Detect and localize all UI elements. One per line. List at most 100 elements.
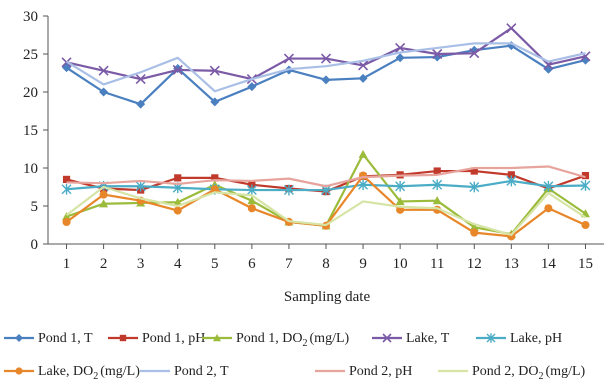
data-point	[580, 180, 591, 191]
series-7	[66, 165, 586, 188]
data-point	[432, 48, 443, 60]
y-tick-label: 5	[31, 199, 39, 215]
x-tick-label: 4	[174, 256, 182, 272]
series-line	[65, 185, 587, 236]
x-tick-label: 7	[285, 256, 293, 272]
data-point	[469, 222, 479, 231]
legend-label: Pond 1, pH	[142, 331, 205, 346]
x-tick-label: 5	[211, 256, 219, 272]
data-point	[543, 180, 554, 192]
series-4	[61, 175, 591, 196]
legend-item: Pond 2, T	[140, 364, 229, 379]
data-point	[395, 53, 405, 63]
legend-item: Pond 2, pH	[315, 364, 412, 379]
series-3	[61, 23, 591, 85]
data-point	[469, 48, 480, 59]
data-point	[395, 180, 406, 192]
x-tick-label: 2	[100, 256, 108, 272]
data-point	[358, 149, 368, 158]
data-point	[173, 197, 183, 206]
series-line	[65, 42, 586, 93]
data-point	[119, 334, 127, 342]
data-point	[581, 172, 590, 180]
data-point	[210, 185, 219, 194]
legend-label: Pond 2, T	[174, 364, 229, 379]
y-tick-label: 10	[23, 161, 38, 177]
y-tick-label: 0	[31, 237, 39, 253]
legend-item: Lake, DO2 (mg/L)	[4, 364, 140, 382]
data-point	[210, 97, 220, 107]
series-8	[65, 185, 587, 236]
data-point	[135, 74, 146, 85]
data-point	[247, 204, 256, 213]
legend-item: Pond 1, T	[4, 331, 93, 346]
data-point	[544, 204, 553, 213]
data-point	[432, 179, 443, 191]
data-point	[211, 174, 219, 182]
data-point	[99, 199, 109, 208]
data-point	[172, 64, 183, 76]
x-tick-label: 15	[578, 256, 593, 272]
y-tick-label: 15	[23, 123, 38, 139]
data-point	[99, 87, 109, 97]
y-tick-label: 30	[23, 9, 38, 25]
legend-item: Pond 1, pH	[108, 331, 205, 346]
data-point	[135, 180, 146, 192]
data-point	[15, 367, 23, 375]
data-point	[432, 196, 442, 205]
data-point	[358, 60, 369, 71]
data-point	[173, 206, 182, 215]
data-point	[433, 167, 441, 175]
x-tick-label: 6	[248, 256, 256, 272]
x-tick-label: 10	[393, 256, 408, 272]
legend-item: Lake, T	[372, 331, 450, 346]
data-point	[99, 190, 108, 199]
data-point	[358, 179, 369, 191]
data-point	[469, 181, 480, 193]
legend-label: Pond 1, DO2 (mg/L)	[236, 331, 350, 349]
x-tick-label: 12	[467, 256, 482, 272]
data-point	[506, 23, 517, 34]
data-point	[209, 65, 220, 76]
x-tick-label: 13	[504, 256, 519, 272]
data-point	[395, 196, 405, 206]
data-point	[581, 220, 590, 230]
data-point	[62, 175, 71, 183]
x-axis-title: Sampling date	[284, 289, 371, 305]
data-point	[61, 183, 72, 195]
chart-legend: Pond 1, T Pond 1, pH Pond 1, DO2 (mg/L) Lake…	[4, 331, 586, 382]
y-tick-label: 20	[23, 85, 38, 101]
data-point	[62, 217, 71, 227]
legend-label: Lake, DO2 (mg/L)	[38, 364, 140, 382]
data-point	[213, 334, 221, 342]
legend-item: Pond 1, DO2 (mg/L)	[202, 331, 350, 349]
legend-label: Pond 2, pH	[349, 364, 412, 379]
data-point	[507, 171, 515, 179]
data-point	[174, 174, 182, 182]
legend-item: Pond 2, DO2 (mg/L)	[438, 364, 586, 382]
series-0	[62, 41, 590, 109]
data-point	[98, 65, 109, 76]
chart-series	[61, 23, 591, 241]
data-point	[358, 73, 368, 83]
x-tick-label: 9	[359, 256, 367, 272]
data-point	[247, 82, 257, 92]
x-tick-label: 14	[541, 256, 557, 272]
data-point	[382, 333, 392, 343]
y-tick-label: 25	[23, 47, 38, 63]
data-point	[283, 184, 294, 196]
legend-label: Lake, T	[406, 331, 450, 346]
data-point	[62, 212, 72, 221]
x-tick-label: 1	[63, 256, 71, 272]
data-point	[321, 75, 331, 85]
data-point	[246, 184, 257, 196]
data-point	[136, 99, 146, 109]
legend-label: Lake, pH	[510, 331, 562, 346]
data-point	[283, 53, 294, 64]
legend-item: Lake, pH	[476, 331, 562, 346]
legend-label: Pond 1, T	[38, 331, 93, 346]
data-point	[470, 228, 479, 237]
data-point	[395, 42, 406, 53]
x-tick-label: 8	[322, 256, 330, 272]
